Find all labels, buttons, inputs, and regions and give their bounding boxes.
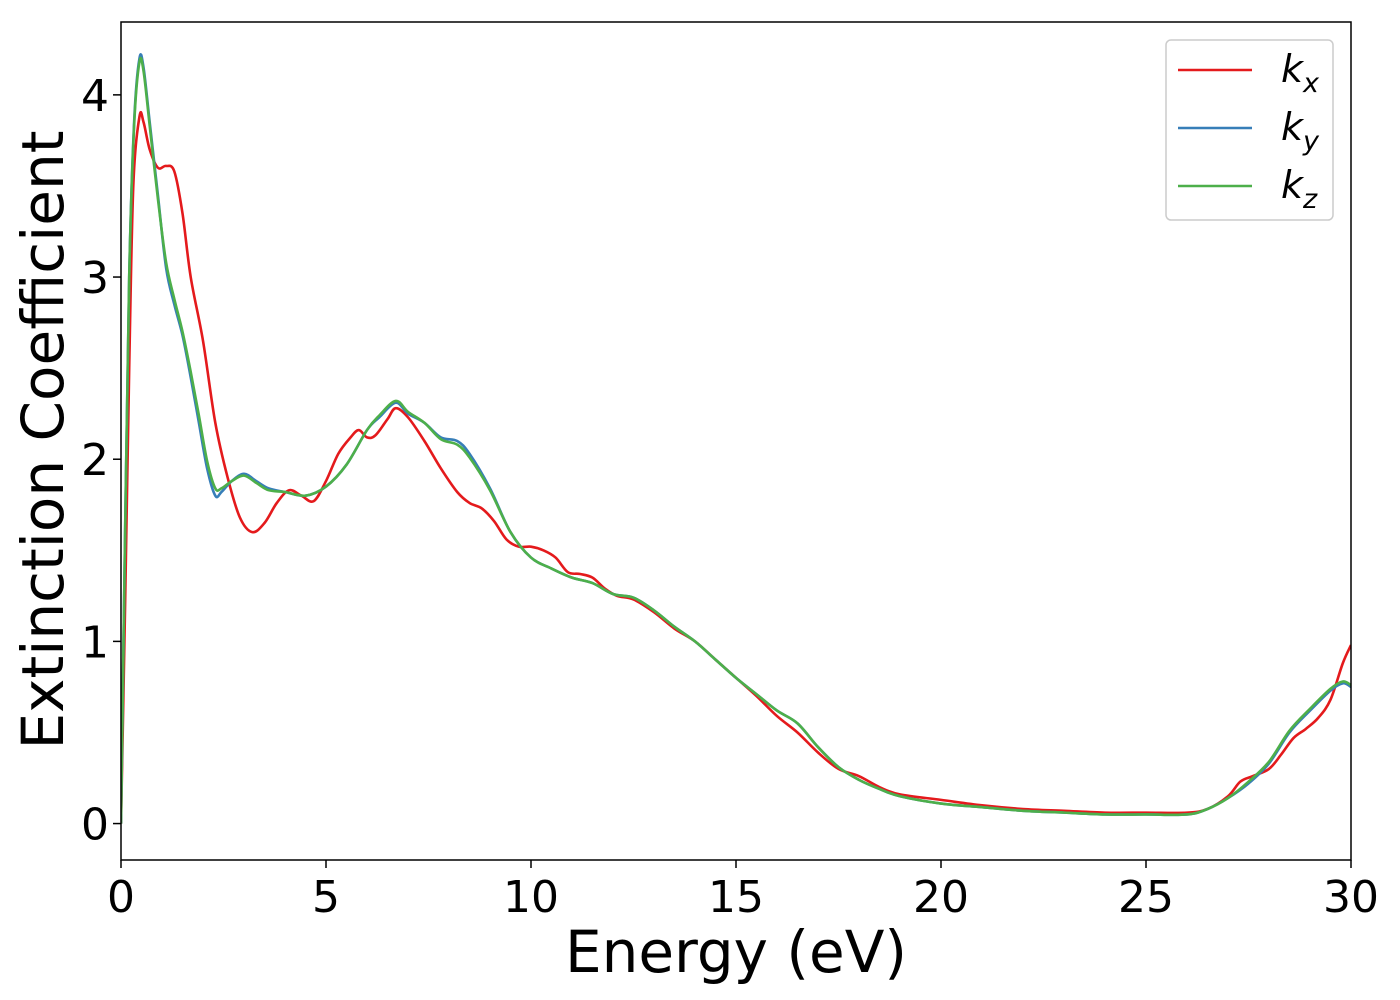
legend-box [1165, 39, 1334, 221]
y-tick-label: 0 [81, 800, 109, 851]
x-tick-label: 25 [1118, 872, 1174, 923]
x-tick-label: 5 [312, 872, 340, 923]
legend-label-kx: kx [1281, 47, 1320, 99]
x-tick-label: 30 [1323, 872, 1379, 923]
series-layer [121, 53, 1351, 824]
x-axis-label: Energy (eV) [565, 918, 907, 986]
y-tick-label: 3 [81, 253, 109, 304]
x-axis-ticks: 0 5 10 15 20 25 30 [107, 860, 1379, 923]
x-tick-label: 15 [708, 872, 764, 923]
x-tick-label: 0 [107, 872, 135, 923]
x-tick-label: 10 [503, 872, 559, 923]
y-tick-label: 2 [81, 435, 109, 486]
y-tick-label: 4 [81, 71, 109, 122]
y-axis-ticks: 0 1 2 3 4 [81, 71, 121, 851]
series-line-kz [121, 56, 1351, 824]
x-tick-label: 20 [913, 872, 969, 923]
y-axis-label: Extinction Coefficient [9, 131, 77, 750]
legend-label-ky: ky [1281, 105, 1320, 157]
y-tick-label: 1 [81, 617, 109, 668]
